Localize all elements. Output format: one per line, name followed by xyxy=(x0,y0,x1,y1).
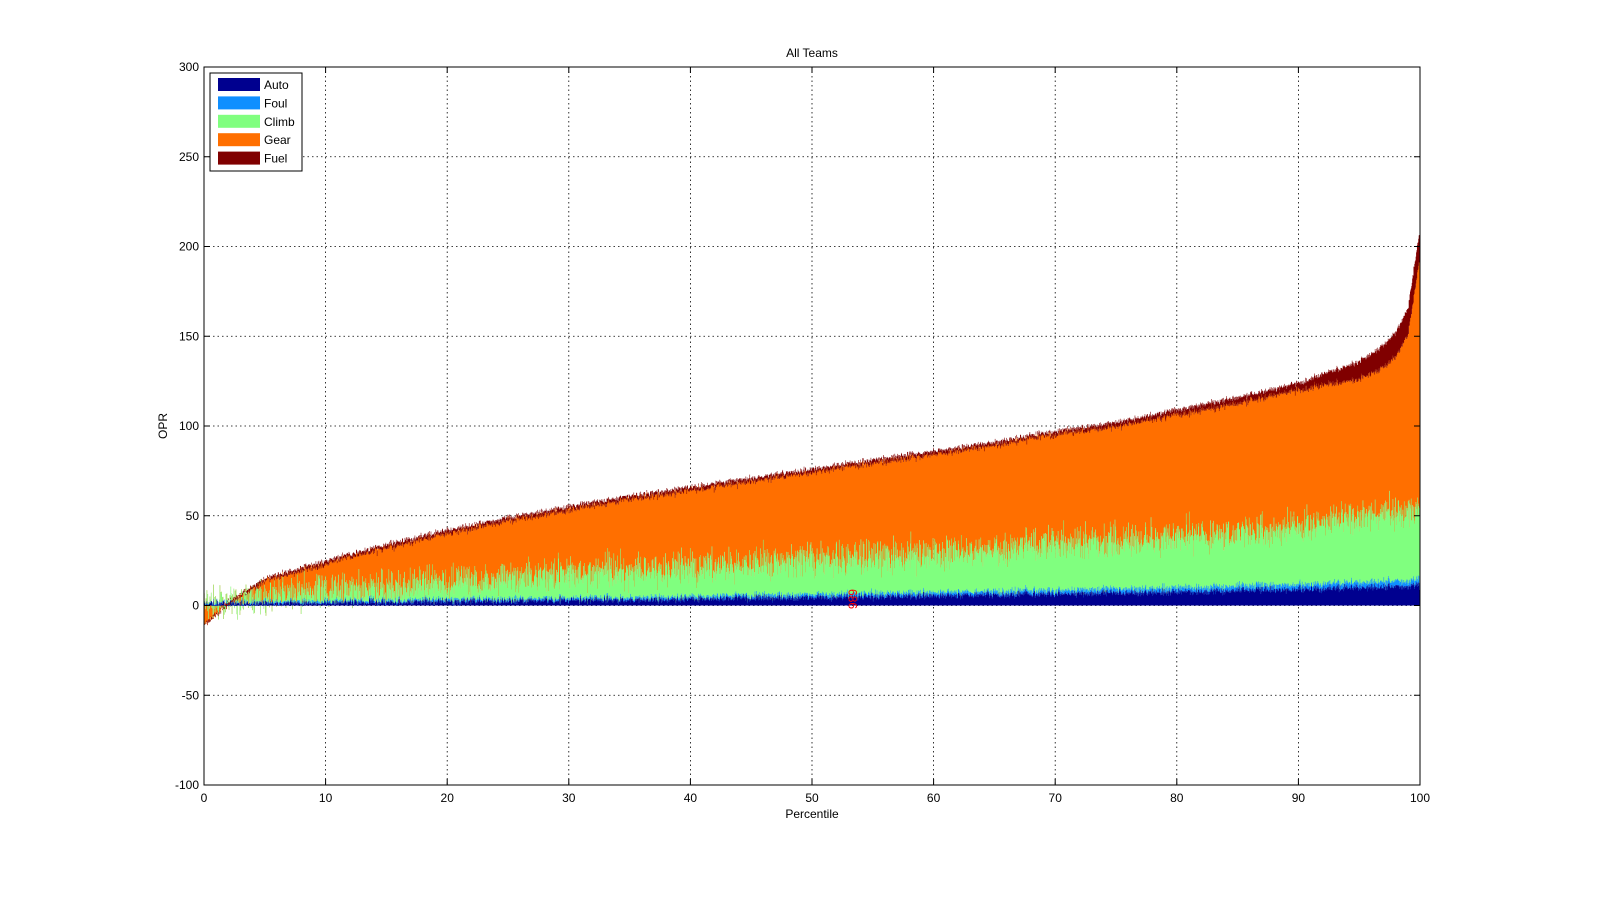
x-tick-label: 10 xyxy=(319,791,333,805)
y-tick-label: 50 xyxy=(186,509,200,523)
x-tick-label: 50 xyxy=(805,791,819,805)
bar-series-climb xyxy=(204,490,1421,620)
x-tick-label: 90 xyxy=(1292,791,1306,805)
x-tick-label: 70 xyxy=(1049,791,1063,805)
bar-series-auto xyxy=(204,582,1421,606)
y-axis-label: OPR xyxy=(156,413,170,439)
annotations: 686 xyxy=(845,589,859,609)
y-tick-label: 0 xyxy=(192,599,199,613)
legend-swatch-auto xyxy=(218,78,260,91)
legend-label-foul: Foul xyxy=(264,96,287,110)
y-tick-label: 250 xyxy=(179,150,199,164)
x-tick-label: 60 xyxy=(927,791,941,805)
annotation-label: 686 xyxy=(845,589,859,609)
legend-swatch-climb xyxy=(218,114,260,128)
x-tick-label: 40 xyxy=(684,791,698,805)
y-tick-label: 200 xyxy=(179,240,199,254)
legend-swatch-foul xyxy=(218,96,260,110)
legend-swatch-gear xyxy=(218,133,260,147)
axes: 0 10 20 30 40 50 60 70 80 90 100 -100 -50 0 50 100 150 20… xyxy=(175,60,1430,805)
legend-label-gear: Gear xyxy=(264,133,291,147)
legend-swatch-fuel xyxy=(218,151,260,165)
legend-label-fuel: Fuel xyxy=(264,152,287,166)
x-tick-label: 20 xyxy=(441,791,455,805)
x-tick-label: 0 xyxy=(201,791,208,805)
y-tick-label: -100 xyxy=(175,778,199,792)
legend-label-auto: Auto xyxy=(264,78,289,92)
x-axis-label: Percentile xyxy=(785,807,839,821)
y-tick-label: -50 xyxy=(182,688,200,702)
y-tick-label: 300 xyxy=(179,60,199,74)
legend-label-climb: Climb xyxy=(264,115,295,129)
y-tick-label: 100 xyxy=(179,419,199,433)
y-tick-label: 150 xyxy=(179,329,199,343)
stacked-bars xyxy=(204,229,1421,626)
x-tick-label: 80 xyxy=(1170,791,1184,805)
legend: Auto Foul Climb Gear Fuel xyxy=(209,72,303,172)
chart-title: All Teams xyxy=(786,46,838,60)
x-tick-label: 100 xyxy=(1410,791,1430,805)
x-tick-label: 30 xyxy=(562,791,576,805)
